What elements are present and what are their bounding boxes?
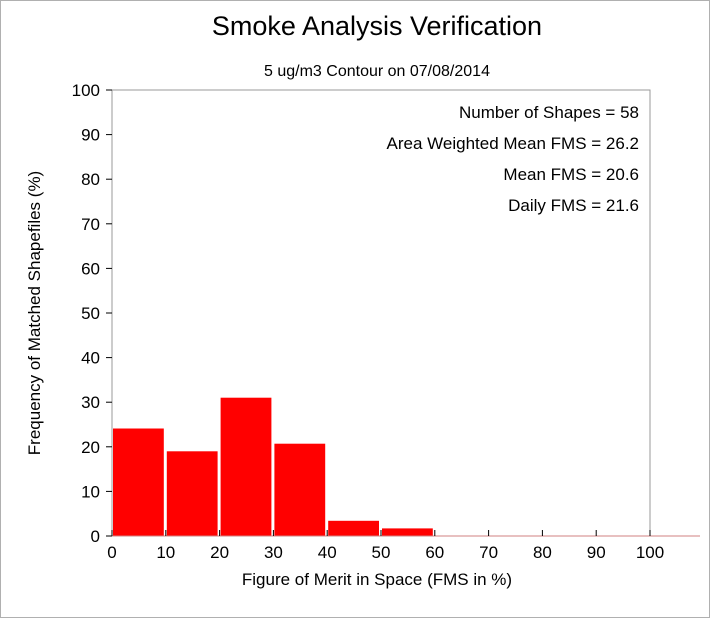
y-tick-label: 50: [81, 304, 100, 323]
y-axis-label: Frequency of Matched Shapefiles (%): [25, 171, 44, 455]
x-tick-label: 40: [318, 543, 337, 562]
histogram-bar: [113, 428, 164, 536]
histogram-bar: [328, 520, 379, 536]
stat-line: Mean FMS = 20.6: [503, 165, 639, 184]
y-tick-group: 0 10 20 30 40 50 60 70 80 90 100: [72, 81, 112, 546]
stat-line: Area Weighted Mean FMS = 26.2: [387, 134, 639, 153]
y-tick-label: 70: [81, 215, 100, 234]
x-tick-label: 100: [636, 543, 664, 562]
y-tick-label: 20: [81, 438, 100, 457]
y-tick-label: 80: [81, 170, 100, 189]
histogram-bar: [166, 451, 218, 536]
x-tick-label: 30: [264, 543, 283, 562]
histogram-bar: [274, 443, 326, 536]
y-tick-label: 0: [91, 527, 100, 546]
bar-group: [113, 397, 433, 536]
x-tick-label: 10: [156, 543, 175, 562]
x-axis-label: Figure of Merit in Space (FMS in %): [242, 570, 512, 589]
x-tick-label: 50: [372, 543, 391, 562]
x-tick-label: 20: [210, 543, 229, 562]
chart-subtitle: 5 ug/m3 Contour on 07/08/2014: [264, 63, 490, 80]
stats-box: Number of Shapes = 58 Area Weighted Mean …: [387, 103, 639, 215]
histogram-bar: [220, 397, 272, 536]
y-tick-label: 100: [72, 81, 100, 100]
y-tick-label: 90: [81, 126, 100, 145]
y-tick-label: 30: [81, 393, 100, 412]
x-tick-group: 0 10 20 30 40 50 60 70 80 90 100: [107, 530, 664, 562]
x-tick-label: 0: [107, 543, 116, 562]
x-tick-label: 70: [479, 543, 498, 562]
x-tick-label: 60: [425, 543, 444, 562]
y-tick-label: 60: [81, 259, 100, 278]
stat-line: Number of Shapes = 58: [459, 103, 639, 122]
chart-title: Smoke Analysis Verification: [212, 11, 542, 41]
x-tick-label: 90: [587, 543, 606, 562]
histogram-bar: [382, 528, 433, 536]
x-tick-label: 80: [533, 543, 552, 562]
y-tick-label: 10: [81, 482, 100, 501]
stat-line: Daily FMS = 21.6: [508, 196, 639, 215]
y-tick-label: 40: [81, 349, 100, 368]
